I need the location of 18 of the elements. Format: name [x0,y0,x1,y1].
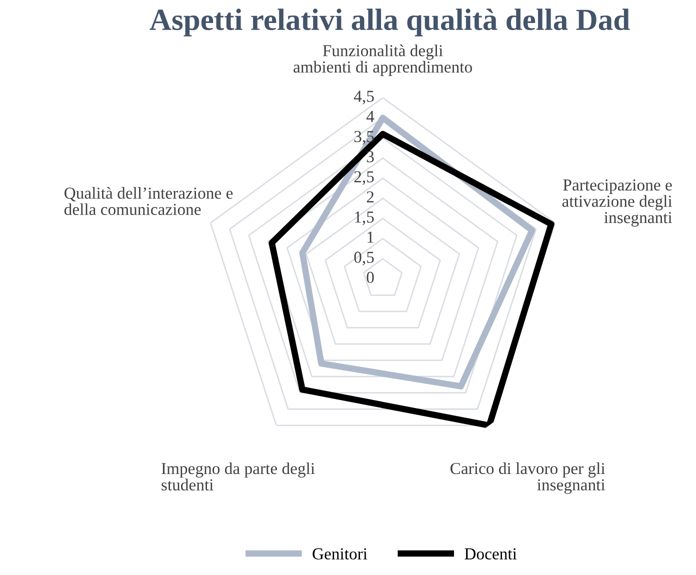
y-tick-label: 3,5 [354,130,374,145]
y-tick-label: 0 [366,272,374,284]
spoke-label: Carico di lavoro per gli insegnanti [450,462,606,494]
y-tick-label: 2,5 [354,171,374,185]
y-tick-label: 1,5 [355,212,374,226]
spoke-label: Qualità dell’interazione e della comunicazione [64,187,233,216]
y-tick-label: 3 [366,151,374,162]
spoke-label: Partecipazione e attivazione degli insegnanti [562,179,672,227]
y-tick-label: 2 [366,191,374,202]
y-tick-label: 4 [366,110,374,122]
spoke-label: Funzionalità degli ambienti di apprendimento [294,44,472,76]
y-tick-label: 1 [368,232,374,243]
y-tick-label: 4,5 [354,90,374,104]
legend-label: Genitori [312,548,368,560]
legend-label: Docenti [464,548,517,560]
y-tick-label: 0,5 [354,252,374,266]
chart-title: Aspetti relativi alla qualità della Dad [150,8,630,36]
spoke-label: Impegno da parte degli studenti [162,462,315,490]
